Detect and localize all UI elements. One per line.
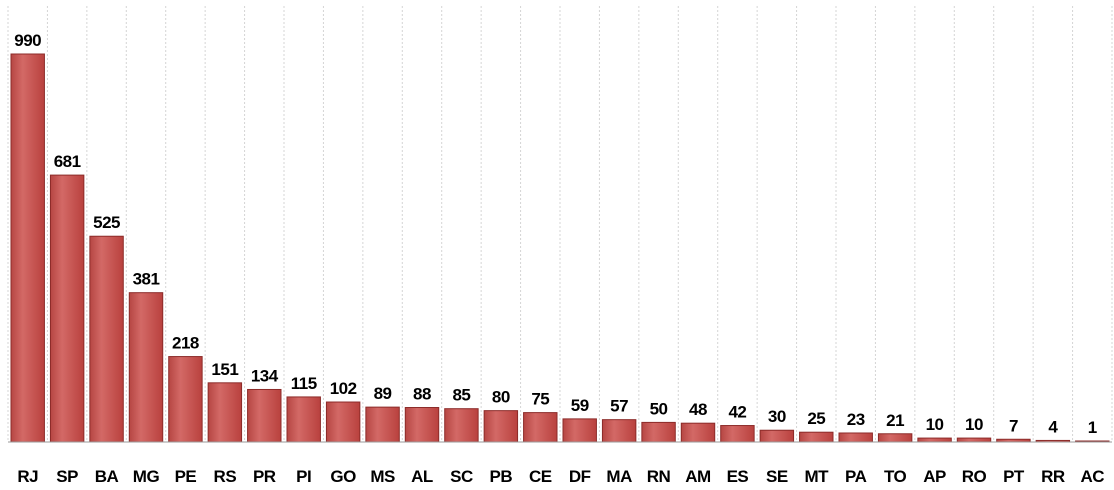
category-label-ms: MS <box>370 467 395 486</box>
category-label-pr: PR <box>253 467 276 486</box>
category-label-go: GO <box>330 467 356 486</box>
value-label-to: 21 <box>886 411 904 430</box>
category-label-pa: PA <box>845 467 867 486</box>
bar-go <box>325 401 361 443</box>
value-label-pe: 218 <box>172 334 199 353</box>
bar-ce <box>523 412 558 443</box>
bar-rj <box>10 53 45 443</box>
bar-ms <box>365 406 400 443</box>
bar-pe <box>168 356 203 443</box>
value-label-pa: 23 <box>847 410 865 429</box>
value-label-am: 48 <box>689 400 707 419</box>
category-label-ac: AC <box>1081 467 1105 486</box>
bar-to <box>877 433 913 443</box>
value-label-pt: 7 <box>1009 416 1018 435</box>
bar-es <box>720 425 755 443</box>
value-label-rj: 990 <box>14 31 41 50</box>
value-label-rs: 151 <box>211 360 238 379</box>
value-label-al: 88 <box>413 385 431 404</box>
bar-sc <box>444 408 479 443</box>
bar-pb <box>483 410 519 443</box>
value-label-ba: 525 <box>93 213 120 232</box>
value-label-se: 30 <box>768 407 786 426</box>
category-label-pb: PB <box>490 467 513 486</box>
bar-rs <box>207 382 243 443</box>
category-label-mt: MT <box>805 467 830 486</box>
bar-ma <box>601 419 637 443</box>
category-label-al: AL <box>411 467 433 486</box>
category-label-rr: RR <box>1041 467 1065 486</box>
bar-pr <box>247 388 282 443</box>
value-label-df: 59 <box>571 396 589 415</box>
bar-se <box>759 429 795 443</box>
bar-rn <box>641 421 676 443</box>
bars <box>10 53 1110 443</box>
value-label-sp: 681 <box>54 152 81 171</box>
value-label-mt: 25 <box>807 409 825 428</box>
category-label-rs: RS <box>214 467 237 486</box>
value-label-pr: 134 <box>251 366 279 385</box>
value-label-ce: 75 <box>531 390 549 409</box>
bar-pa <box>838 432 873 443</box>
category-label-ro: RO <box>962 467 987 486</box>
bar-am <box>680 422 716 443</box>
value-label-pb: 80 <box>492 388 510 407</box>
bar-ba <box>89 235 124 443</box>
bar-df <box>562 418 597 443</box>
category-label-sc: SC <box>450 467 473 486</box>
category-label-pt: PT <box>1003 467 1025 486</box>
value-label-sc: 85 <box>452 386 470 405</box>
value-label-ap: 10 <box>926 415 944 434</box>
category-label-to: TO <box>884 467 907 486</box>
value-label-go: 102 <box>330 379 357 398</box>
category-label-ap: AP <box>923 467 946 486</box>
value-label-ac: 1 <box>1088 418 1097 437</box>
category-label-df: DF <box>569 467 591 486</box>
value-label-pi: 115 <box>291 374 317 393</box>
value-label-rr: 4 <box>1048 417 1058 436</box>
category-labels: RJ SP BA MG PE RS PR PI GO MS AL SC PB CE DF MA RN AM ES SE… <box>17 467 1104 486</box>
value-labels: 990 681 525 381 218 151 134 115 102 89 88 85 80 75 59 5… <box>14 31 1097 437</box>
grid-lines <box>7 6 1113 442</box>
value-label-rn: 50 <box>650 399 668 418</box>
value-label-ro: 10 <box>965 415 983 434</box>
bar-ap <box>917 437 952 443</box>
category-label-se: SE <box>766 467 788 486</box>
category-label-rj: RJ <box>17 467 38 486</box>
value-label-ma: 57 <box>610 397 628 416</box>
bar-mg <box>128 292 164 443</box>
category-label-ba: BA <box>95 467 119 486</box>
category-label-pi: PI <box>296 467 311 486</box>
category-label-sp: SP <box>56 467 78 486</box>
value-label-mg: 381 <box>133 270 160 289</box>
bar-pi <box>286 396 321 443</box>
category-label-ce: CE <box>529 467 552 486</box>
category-label-mg: MG <box>133 467 160 486</box>
category-label-es: ES <box>727 467 749 486</box>
bar-mt <box>799 431 834 443</box>
bar-sp <box>49 174 85 443</box>
category-label-am: AM <box>685 467 711 486</box>
value-label-ms: 89 <box>374 384 392 403</box>
category-label-ma: MA <box>606 467 632 486</box>
category-label-rn: RN <box>647 467 671 486</box>
value-label-es: 42 <box>728 403 746 422</box>
bar-al <box>404 407 440 443</box>
category-label-pe: PE <box>175 467 197 486</box>
bar-ro <box>956 437 992 443</box>
